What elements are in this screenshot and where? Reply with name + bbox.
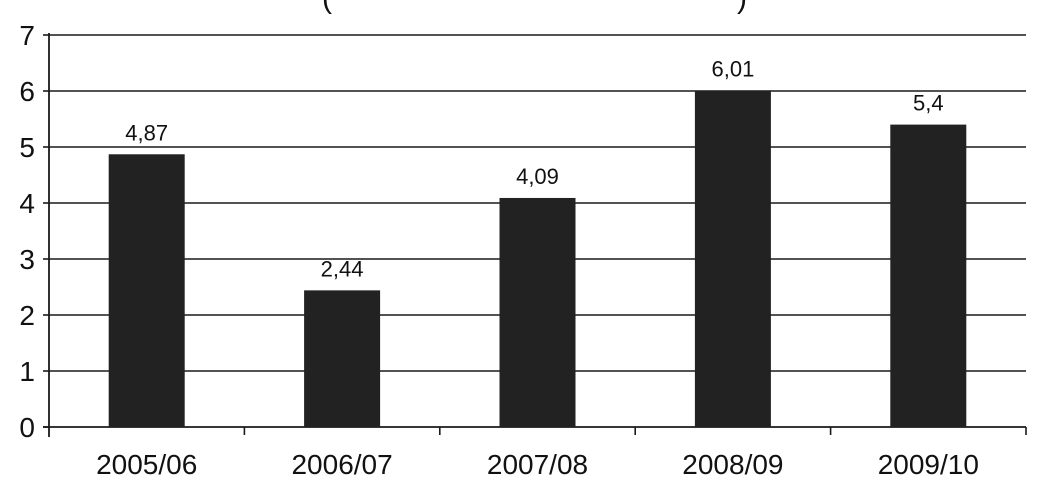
y-tick-label-2: 2	[19, 300, 35, 331]
x-tick-label-2009-10: 2009/10	[878, 449, 979, 480]
bar-2005-06	[108, 154, 185, 427]
bar-2007-08	[499, 197, 576, 427]
x-axis-tick-labels: 2005/06 2006/07 2007/08 2008/09 2009/10	[96, 449, 979, 480]
x-tick-label-2007-08: 2007/08	[487, 449, 588, 480]
data-label-2009-10: 5,4	[913, 91, 944, 116]
x-tick-label-2005-06: 2005/06	[96, 449, 197, 480]
x-tick-label-2006-07: 2006/07	[291, 449, 392, 480]
x-tick-label-2008-09: 2008/09	[682, 449, 783, 480]
y-tick-label-7: 7	[19, 20, 35, 51]
data-label-2006-07: 2,44	[321, 256, 364, 281]
y-axis-tick-labels: 0 1 2 3 4 5 6 7	[19, 20, 35, 443]
bar-2006-07	[304, 290, 381, 427]
bar-2009-10	[890, 124, 967, 427]
bar-2008-09	[694, 90, 771, 427]
y-tick-label-1: 1	[19, 356, 35, 387]
y-tick-label-4: 4	[19, 188, 35, 219]
data-label-2007-08: 4,09	[516, 164, 559, 189]
y-tick-label-6: 6	[19, 76, 35, 107]
y-tick-label-0: 0	[19, 412, 35, 443]
bars	[108, 90, 967, 427]
data-label-2005-06: 4,87	[125, 120, 168, 145]
y-tick-label-5: 5	[19, 132, 35, 163]
title-fragment-right-paren: )	[737, 0, 747, 15]
bar-value-labels: 4,87 2,44 4,09 6,01 5,4	[125, 56, 943, 281]
data-label-2008-09: 6,01	[711, 56, 754, 81]
title-fragment-left-paren: (	[322, 0, 332, 15]
y-tick-label-3: 3	[19, 244, 35, 275]
top-title-fragments: ( )	[322, 0, 747, 15]
